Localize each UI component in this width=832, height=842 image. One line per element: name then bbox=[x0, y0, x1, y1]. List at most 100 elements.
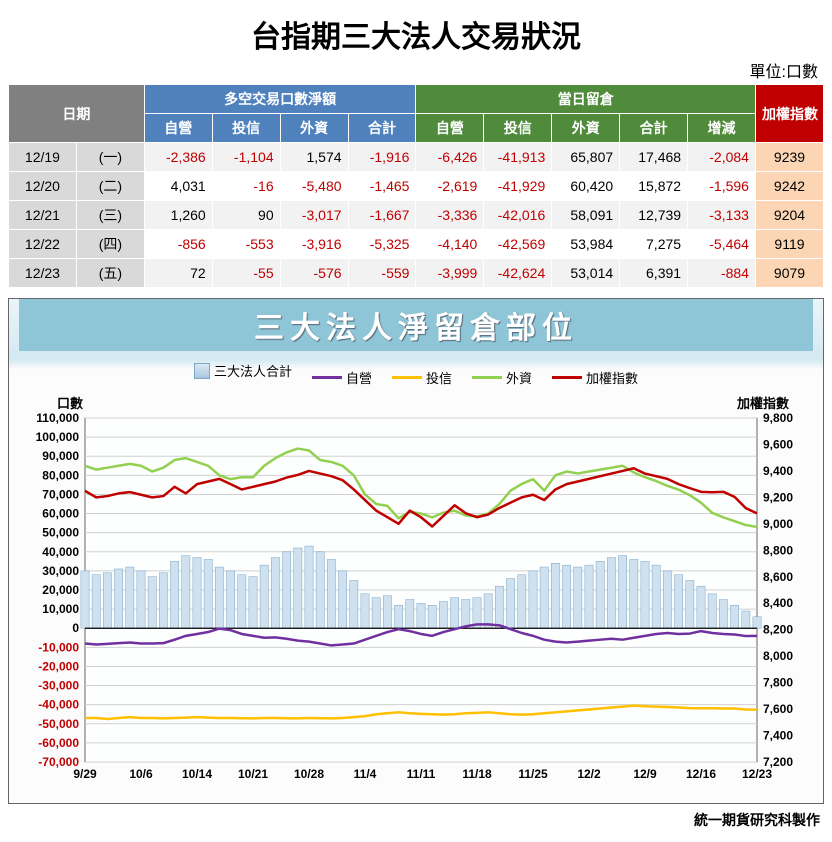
cell-oi: 15,872 bbox=[620, 172, 688, 201]
svg-text:90,000: 90,000 bbox=[42, 449, 79, 463]
cell-net: 72 bbox=[144, 259, 212, 288]
cell-oi: 12,739 bbox=[620, 201, 688, 230]
legend-swatch-line bbox=[392, 376, 422, 379]
legend-item: 三大法人合計 bbox=[194, 361, 292, 380]
svg-text:-40,000: -40,000 bbox=[38, 697, 79, 711]
cell-net: 1,260 bbox=[144, 201, 212, 230]
cell-index: 9242 bbox=[755, 172, 823, 201]
svg-text:8,400: 8,400 bbox=[763, 596, 793, 610]
subcol: 外資 bbox=[280, 114, 348, 143]
cell-date: 12/22 bbox=[9, 230, 77, 259]
svg-text:20,000: 20,000 bbox=[42, 583, 79, 597]
col-date: 日期 bbox=[9, 85, 145, 143]
subcol: 投信 bbox=[212, 114, 280, 143]
svg-text:8,600: 8,600 bbox=[763, 569, 793, 583]
subcol: 投信 bbox=[484, 114, 552, 143]
cell-dow: (四) bbox=[76, 230, 144, 259]
legend-swatch-line bbox=[312, 376, 342, 379]
svg-text:11/11: 11/11 bbox=[407, 767, 436, 781]
svg-text:100,000: 100,000 bbox=[36, 430, 80, 444]
table-row: 12/21(三)1,26090-3,017-1,667-3,336-42,016… bbox=[9, 201, 824, 230]
svg-text:-30,000: -30,000 bbox=[38, 678, 79, 692]
svg-text:7,400: 7,400 bbox=[763, 728, 793, 742]
cell-net: -856 bbox=[144, 230, 212, 259]
cell-index: 9204 bbox=[755, 201, 823, 230]
svg-text:11/4: 11/4 bbox=[354, 767, 377, 781]
col-index: 加權指數 bbox=[755, 85, 823, 143]
subcol: 增減 bbox=[688, 114, 756, 143]
table-row: 12/19(一)-2,386-1,1041,574-1,916-6,426-41… bbox=[9, 143, 824, 172]
table-row: 12/23(五)72-55-576-559-3,999-42,62453,014… bbox=[9, 259, 824, 288]
cell-index: 9119 bbox=[755, 230, 823, 259]
subcol: 外資 bbox=[552, 114, 620, 143]
cell-oi: -42,016 bbox=[484, 201, 552, 230]
data-table: 日期多空交易口數淨額當日留倉加權指數自營投信外資合計自營投信外資合計增減 12/… bbox=[8, 84, 824, 288]
cell-oi: -2,619 bbox=[416, 172, 484, 201]
cell-oi: -884 bbox=[688, 259, 756, 288]
legend-item: 自營 bbox=[312, 368, 372, 387]
svg-text:80,000: 80,000 bbox=[42, 468, 79, 482]
svg-text:9,000: 9,000 bbox=[763, 516, 793, 530]
cell-oi: -3,133 bbox=[688, 201, 756, 230]
table-row: 12/20(二)4,031-16-5,480-1,465-2,619-41,92… bbox=[9, 172, 824, 201]
cell-net: -576 bbox=[280, 259, 348, 288]
cell-oi: -3,999 bbox=[416, 259, 484, 288]
svg-text:10/14: 10/14 bbox=[182, 767, 212, 781]
cell-dow: (三) bbox=[76, 201, 144, 230]
legend-item: 投信 bbox=[392, 368, 452, 387]
svg-text:9,800: 9,800 bbox=[763, 412, 793, 425]
cell-net: -1,465 bbox=[348, 172, 416, 201]
svg-text:8,200: 8,200 bbox=[763, 622, 793, 636]
svg-text:9,200: 9,200 bbox=[763, 490, 793, 504]
svg-text:30,000: 30,000 bbox=[42, 563, 79, 577]
page-title: 台指期三大法人交易狀況 bbox=[8, 12, 824, 56]
svg-text:11/25: 11/25 bbox=[518, 767, 548, 781]
cell-dow: (一) bbox=[76, 143, 144, 172]
svg-text:9,400: 9,400 bbox=[763, 463, 793, 477]
cell-oi: 7,275 bbox=[620, 230, 688, 259]
svg-text:11/18: 11/18 bbox=[462, 767, 492, 781]
cell-date: 12/23 bbox=[9, 259, 77, 288]
svg-text:10/6: 10/6 bbox=[129, 767, 153, 781]
svg-text:50,000: 50,000 bbox=[42, 525, 79, 539]
cell-oi: 60,420 bbox=[552, 172, 620, 201]
cell-oi: 6,391 bbox=[620, 259, 688, 288]
cell-oi: 58,091 bbox=[552, 201, 620, 230]
svg-text:8,000: 8,000 bbox=[763, 649, 793, 663]
subcol: 合計 bbox=[348, 114, 416, 143]
subcol: 自營 bbox=[144, 114, 212, 143]
legend-swatch-line bbox=[552, 376, 582, 379]
svg-text:8,800: 8,800 bbox=[763, 543, 793, 557]
legend-item: 加權指數 bbox=[552, 368, 638, 387]
svg-text:-10,000: -10,000 bbox=[38, 640, 79, 654]
cell-date: 12/21 bbox=[9, 201, 77, 230]
cell-oi: -3,336 bbox=[416, 201, 484, 230]
cell-net: -553 bbox=[212, 230, 280, 259]
table-row: 12/22(四)-856-553-3,916-5,325-4,140-42,56… bbox=[9, 230, 824, 259]
cell-oi: -1,596 bbox=[688, 172, 756, 201]
footer-credit: 統一期貨研究科製作 bbox=[8, 810, 820, 830]
cell-net: -5,325 bbox=[348, 230, 416, 259]
legend-swatch-bar bbox=[194, 363, 210, 379]
chart-container: 三大法人淨留倉部位 三大法人合計自營投信外資加權指數 口數 加權指數 -70,0… bbox=[8, 298, 824, 804]
cell-oi: -6,426 bbox=[416, 143, 484, 172]
chart-title: 三大法人淨留倉部位 bbox=[19, 299, 813, 351]
cell-oi: -42,624 bbox=[484, 259, 552, 288]
unit-label: 單位:口數 bbox=[8, 58, 818, 82]
svg-text:-60,000: -60,000 bbox=[38, 735, 79, 749]
cell-dow: (二) bbox=[76, 172, 144, 201]
svg-text:70,000: 70,000 bbox=[42, 487, 79, 501]
subcol: 合計 bbox=[620, 114, 688, 143]
svg-text:10,000: 10,000 bbox=[42, 602, 79, 616]
cell-dow: (五) bbox=[76, 259, 144, 288]
cell-net: -55 bbox=[212, 259, 280, 288]
cell-net: -1,667 bbox=[348, 201, 416, 230]
subcol: 自營 bbox=[416, 114, 484, 143]
cell-index: 9079 bbox=[755, 259, 823, 288]
svg-text:60,000: 60,000 bbox=[42, 506, 79, 520]
svg-text:-20,000: -20,000 bbox=[38, 659, 79, 673]
svg-text:12/16: 12/16 bbox=[686, 767, 716, 781]
cell-oi: -2,084 bbox=[688, 143, 756, 172]
cell-net: -5,480 bbox=[280, 172, 348, 201]
cell-oi: -41,929 bbox=[484, 172, 552, 201]
